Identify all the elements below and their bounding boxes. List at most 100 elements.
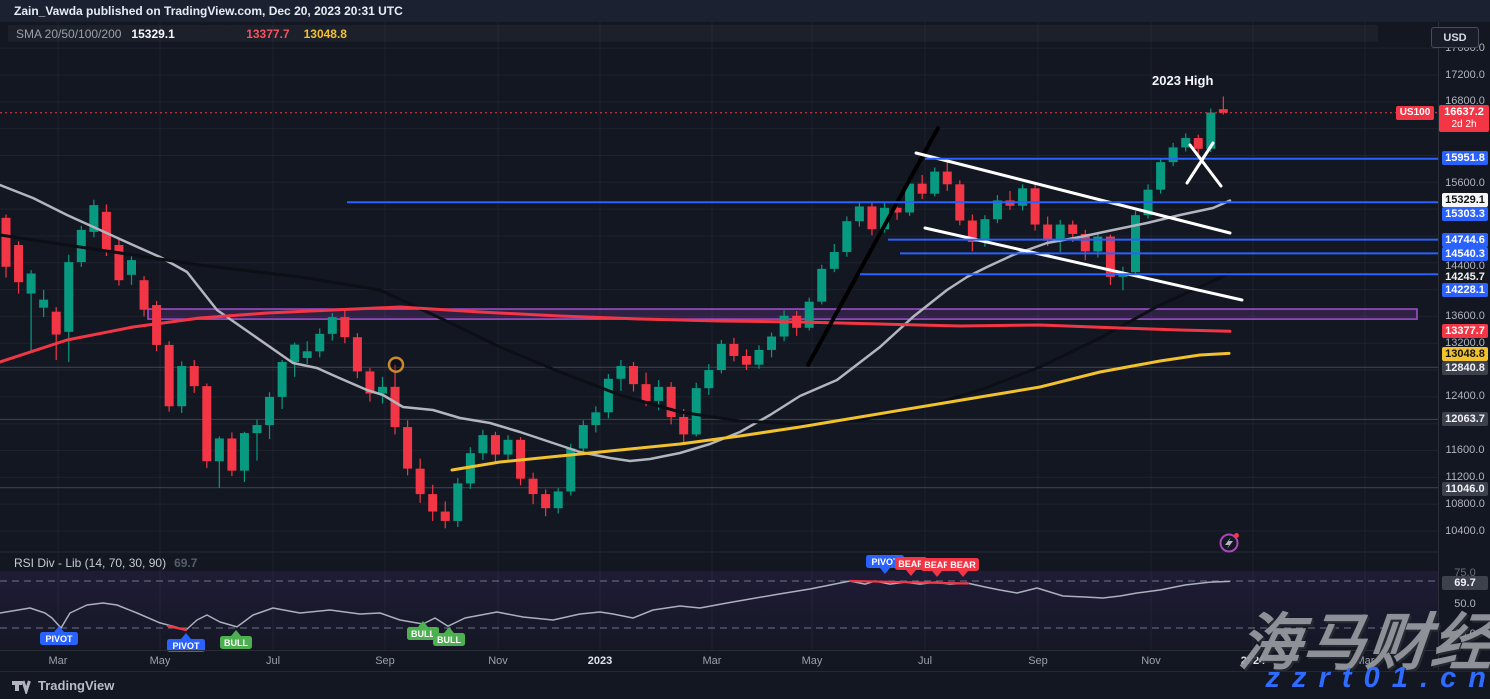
rsi-legend[interactable]: RSI Div - Lib (14, 70, 30, 90) 69.7: [14, 556, 197, 570]
price-axis-level-label: 13377.7: [1439, 324, 1490, 338]
sma-legend-values: 15329.1 14245.7 13377.7 13048.8: [131, 27, 347, 41]
bull-marker-pointer: [444, 627, 454, 633]
candle-body: [415, 468, 425, 495]
candle-body: [704, 370, 714, 389]
candle-body: [716, 343, 726, 371]
price-axis-level-label: 15329.1: [1439, 193, 1490, 207]
price-axis-tick: 17200.0: [1445, 69, 1485, 81]
candle-body: [817, 268, 827, 302]
price-axis-level-label: 14744.6: [1439, 233, 1490, 247]
candle-body: [189, 366, 199, 387]
watermark-url: z z r t 0 1 . c n: [1265, 662, 1488, 694]
candle-body: [1068, 224, 1078, 234]
candle-body: [804, 301, 814, 328]
candle-body: [64, 262, 74, 332]
candle-body: [390, 386, 400, 428]
candle-body: [101, 211, 111, 251]
candle-body: [880, 207, 889, 230]
candle-body: [741, 355, 751, 365]
price-axis-tick: 16800.0: [1445, 95, 1485, 107]
time-axis[interactable]: Mar May Jul Sep Nov 2023 Mar May Jul Sep Nov 2024 Ma…: [0, 650, 1438, 671]
candle-body: [490, 435, 500, 455]
bar-countdown: 2d 2h: [1451, 119, 1477, 130]
candle-body: [779, 315, 789, 337]
candle-body: [89, 205, 99, 232]
streaming-icon: [1219, 533, 1239, 553]
price-axis[interactable]: 17600.0 17200.0 16800.0 15951.8 15600.0 15329…: [1438, 22, 1490, 670]
price-axis-tick: 13200.0: [1445, 337, 1485, 349]
candle-body: [980, 219, 990, 242]
bull-marker: [220, 636, 252, 649]
lightning-bolt-icon: [1225, 537, 1233, 549]
price-axis-tick: 11200.0: [1445, 471, 1485, 483]
price-axis-level-label: 15951.8: [1439, 151, 1490, 165]
candle-body: [1093, 236, 1103, 252]
tradingview-brand-link[interactable]: TradingView: [38, 678, 115, 693]
rsi-divergence-line: [848, 579, 970, 585]
publish-banner: Zain_Vawda published on TradingView.com,…: [0, 0, 1490, 22]
candle-body: [252, 425, 262, 434]
candle-body: [905, 183, 915, 213]
candle-body: [327, 317, 337, 334]
candle-body: [378, 386, 387, 394]
pivot-marker-pointer: [880, 568, 890, 574]
candle-body: [603, 378, 613, 413]
pivot-marker: [40, 632, 78, 645]
price-axis-level-label: 13048.8: [1439, 347, 1490, 361]
notification-dot: [1234, 533, 1239, 538]
bear-marker-label: BEAR: [898, 559, 924, 569]
candle-body: [666, 386, 676, 417]
sma-value-3: 13048.8: [303, 26, 347, 41]
time-axis-tick: Sep: [1028, 655, 1048, 667]
candle-body: [127, 260, 136, 275]
candle-body: [541, 494, 551, 509]
candle-body: [1168, 147, 1178, 163]
candle-body: [14, 244, 24, 283]
candle-body: [729, 343, 739, 356]
bear-marker-label: BEAR: [950, 560, 976, 570]
tradingview-logo-icon[interactable]: [12, 678, 31, 694]
price-axis-tick: 11600.0: [1445, 444, 1485, 456]
candle-body: [641, 384, 651, 401]
candle-body: [1206, 112, 1216, 149]
candle-body: [1080, 233, 1090, 252]
candle-body: [1218, 109, 1228, 113]
time-axis-tick: May: [149, 655, 171, 667]
indicator-legend[interactable]: SMA 20/50/100/200 15329.1 14245.7 13377.7 1…: [8, 25, 1378, 42]
candle-body: [1131, 215, 1140, 273]
candle-body: [265, 396, 275, 426]
candle-body: [453, 483, 463, 521]
pivot-marker: [866, 555, 904, 568]
price-axis-level-label: 69.7: [1439, 576, 1490, 590]
time-axis-tick: 2024: [1240, 655, 1266, 667]
time-axis-tick: 2023: [587, 655, 613, 667]
candle-body: [930, 171, 940, 194]
sma-legend-title: SMA 20/50/100/200: [16, 26, 122, 41]
pivot-marker-label: PIVOT: [45, 634, 73, 644]
candle-body: [1043, 224, 1053, 241]
candle-body: [26, 273, 36, 294]
sma-value-1: 14245.7: [188, 26, 233, 41]
price-axis-tick: 10400.0: [1445, 525, 1485, 537]
candle-body: [1156, 162, 1166, 190]
candle-body: [528, 478, 538, 495]
pivot-marker-pointer: [54, 626, 64, 632]
currency-button[interactable]: USD: [1431, 27, 1479, 48]
candle-body: [591, 412, 601, 426]
sma50-line: [0, 233, 1232, 426]
price-axis-tick: 10800.0: [1445, 498, 1485, 510]
candle-body: [114, 244, 124, 281]
bear-marker: [895, 557, 927, 570]
rsi-band-fill: [0, 571, 1438, 648]
candle-body: [440, 511, 450, 521]
last-price-label: 16637.2 2d 2h: [1439, 105, 1489, 132]
candle-body: [164, 344, 174, 407]
candle-body: [39, 299, 49, 308]
invalidation-x-mark: [1185, 141, 1215, 185]
pivot-marker: [167, 639, 205, 652]
candle-body: [1030, 188, 1040, 225]
price-axis-tick: 14400.0: [1445, 260, 1485, 272]
candle-body: [854, 206, 864, 222]
candle-body: [691, 388, 701, 435]
